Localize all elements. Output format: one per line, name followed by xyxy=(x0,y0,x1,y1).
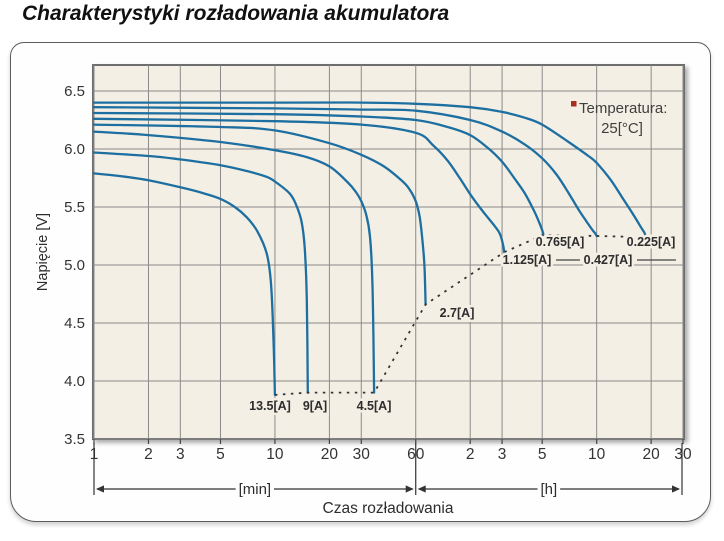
x-unit-label-h: [h] xyxy=(541,481,558,498)
bracket-arrowheads xyxy=(96,485,680,493)
curve-0.765[A] xyxy=(92,111,545,236)
curve-label-4.5[A]: 4.5[A] xyxy=(357,399,392,413)
y-tick-labels: 6.5 6.0 5.5 5.0 4.5 4.0 3.5 xyxy=(64,83,85,448)
y-tick-label: 5.5 xyxy=(64,199,85,216)
y-tick-label: 6.0 xyxy=(64,141,85,158)
arrowhead-icon xyxy=(405,485,414,493)
x-tick-label: 2 xyxy=(144,446,153,463)
y-axis-title: Napięcie [V] xyxy=(35,213,51,291)
curve-label-0.225[A]: 0.225[A] xyxy=(627,235,676,249)
x-tick-marks xyxy=(93,439,684,444)
x-tick-label: 10 xyxy=(588,446,606,463)
curve-label-13.5[A]: 13.5[A] xyxy=(249,399,291,413)
y-tick-label: 6.5 xyxy=(64,83,85,100)
curve-label-0.765[A]: 0.765[A] xyxy=(536,235,585,249)
curve-label-1.125[A]: 1.125[A] xyxy=(503,253,552,267)
y-tick-label: 4.0 xyxy=(64,373,85,390)
curve-label-0.427[A]: 0.427[A] xyxy=(584,253,633,267)
legend-value: 25[°C] xyxy=(601,120,643,137)
arrowhead-icon xyxy=(417,485,426,493)
legend-label: Temperatura: xyxy=(579,100,667,117)
x-axis-title: Czas rozładowania xyxy=(323,500,454,517)
cutoff-dotted-line xyxy=(274,233,647,396)
x-tick-label: 30 xyxy=(674,446,692,463)
plot-area xyxy=(92,64,685,440)
curve-1.125[A] xyxy=(92,117,506,254)
y-tick-label: 5.0 xyxy=(64,257,85,274)
curves xyxy=(92,101,648,397)
x-tick-label: 20 xyxy=(643,446,661,463)
y-tick-label: 3.5 xyxy=(64,431,85,448)
series-labels: 13.5[A] 9[A] 4.5[A] 2.7[A] 1.125[A] 0.765[A] 0… xyxy=(247,233,678,416)
grid xyxy=(93,65,684,440)
x-axis-unit-brackets xyxy=(93,443,683,495)
x-tick-label: 20 xyxy=(321,446,339,463)
y-tick-label: 4.5 xyxy=(64,315,85,332)
x-tick-label: 10 xyxy=(266,446,284,463)
curve-2.7[A] xyxy=(92,123,427,306)
legend-marker-icon xyxy=(571,101,577,107)
x-tick-label: 30 xyxy=(353,446,371,463)
arrowhead-icon xyxy=(96,485,104,493)
x-tick-label: 2 xyxy=(466,446,475,463)
x-tick-label: 3 xyxy=(176,446,185,463)
x-tick-labels: 123510203060235102030 xyxy=(90,446,692,463)
curve-13.5[A] xyxy=(92,172,277,397)
curve-4.5[A] xyxy=(92,130,376,394)
curve-label-2.7[A]: 2.7[A] xyxy=(440,306,475,320)
x-tick-label: 3 xyxy=(498,446,507,463)
page-title: Charakterystyki rozładowania akumulatora xyxy=(22,2,450,25)
arrowhead-icon xyxy=(672,485,680,493)
legend: Temperatura: 25[°C] xyxy=(571,100,667,137)
curve-0.427[A] xyxy=(92,106,598,238)
x-tick-label: 5 xyxy=(538,446,547,463)
curve-9[A] xyxy=(92,151,309,394)
x-tick-label: 5 xyxy=(216,446,225,463)
curve-label-9[A]: 9[A] xyxy=(303,399,327,413)
x-unit-label-min: [min] xyxy=(239,481,272,498)
curve-0.225[A] xyxy=(92,101,648,239)
